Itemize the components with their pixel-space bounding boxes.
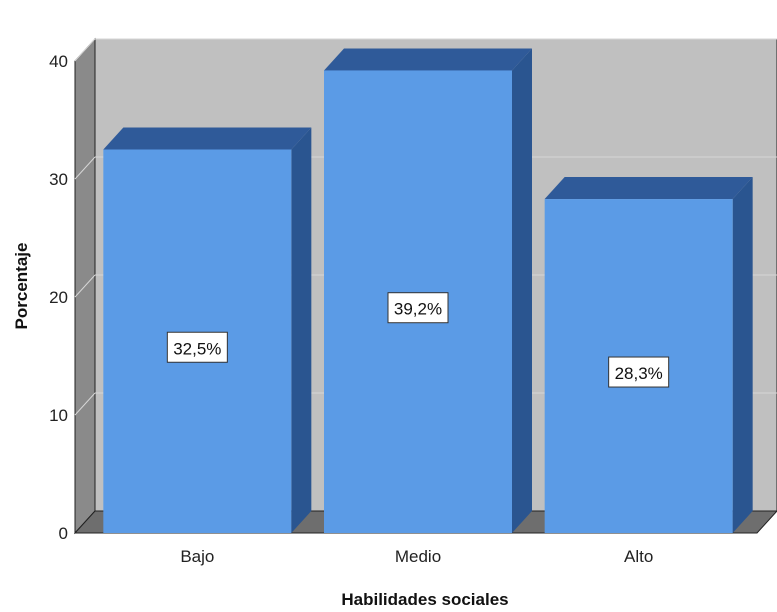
bar-side [732, 177, 753, 533]
bar-label-box [387, 292, 449, 324]
gridline [74, 38, 96, 62]
bar-bajo: 32,5% [103, 127, 312, 533]
bar-label-box [166, 331, 228, 363]
gridline [74, 274, 96, 298]
x-tick-label: Medio [395, 547, 441, 566]
y-axis: 0 10 20 30 40 [49, 52, 68, 543]
bar-top [544, 177, 753, 200]
bar-label-box [608, 356, 670, 388]
bar-label: 32,5% [173, 339, 221, 358]
gridline [74, 156, 96, 180]
x-tick-label: Bajo [180, 547, 214, 566]
bar-label: 39,2% [394, 300, 442, 319]
y-axis-title: Porcentaje [12, 243, 31, 330]
bar-top [324, 48, 532, 71]
y-tick-label: 40 [49, 52, 68, 71]
bar-alto: 28,3% [544, 177, 753, 533]
x-axis: Bajo Medio Alto [180, 547, 653, 566]
bar-medio: 39,2% [324, 48, 532, 533]
bar-label: 28,3% [615, 364, 663, 383]
bars: 32,5% 39,2% 28,3% [103, 48, 753, 533]
bar-side [512, 48, 532, 533]
x-tick-label: Alto [624, 547, 653, 566]
bar-side [291, 127, 312, 533]
y-tick-label: 0 [59, 524, 68, 543]
y-tick-label: 10 [49, 406, 68, 425]
x-axis-title: Habilidades sociales [341, 590, 508, 609]
bar-top [103, 127, 312, 150]
y-tick-label: 20 [49, 288, 68, 307]
y-tick-label: 30 [49, 170, 68, 189]
gridline [74, 392, 96, 416]
